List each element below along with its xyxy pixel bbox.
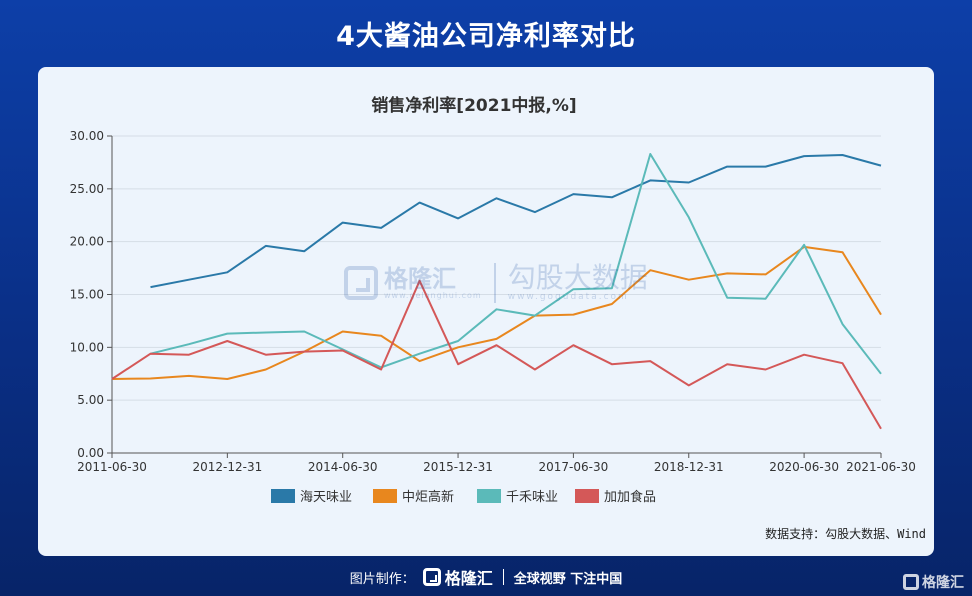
net-margin-line-chart: 销售净利率[2021中报,%] 0.00 5.00 10.00 15.00 20.00 2… (70, 95, 916, 505)
legend-swatch (477, 489, 501, 503)
data-source-note: 数据支持：勾股大数据、Wind (765, 527, 926, 541)
chart-title: 销售净利率[2021中报,%] (371, 95, 576, 116)
chart-card: 销售净利率[2021中报,%] 0.00 5.00 10.00 15.00 20.00 2… (38, 67, 934, 556)
x-tick-label: 2020-06-30 (769, 460, 839, 474)
x-tick-label: 2021-06-30 (846, 460, 916, 474)
x-tick-label: 2012-12-31 (192, 460, 262, 474)
footer-divider (502, 569, 504, 585)
y-tick-label: 15.00 (70, 288, 104, 302)
footer-brand: 格隆汇 (444, 569, 493, 588)
chart-legend: 海天味业 中炬高新 千禾味业 加加食品 (271, 489, 656, 505)
chart-series (111, 153, 882, 430)
watermark-brand: 格隆汇 (384, 264, 456, 293)
legend-swatch (271, 489, 295, 503)
footer-slogan: 全球视野 下注中国 (513, 571, 623, 587)
footer: 图片制作： 格隆汇 全球视野 下注中国 (0, 564, 972, 590)
y-tick-label: 5.00 (77, 393, 104, 407)
gogudata-watermark: 格隆汇 www.gelonghui.com 勾股大数据 www.gogudata… (344, 263, 648, 303)
gelonghui-logo-icon (344, 266, 378, 300)
series-line-2 (150, 153, 882, 375)
legend-label: 加加食品 (604, 489, 656, 505)
watermark-divider (493, 263, 496, 303)
y-tick-label: 25.00 (70, 182, 104, 196)
y-tick-label: 0.00 (77, 446, 104, 460)
gelonghui-logo-icon (422, 568, 441, 586)
legend-swatch (373, 489, 397, 503)
x-tick-label: 2017-06-30 (539, 460, 609, 474)
y-tick-label: 30.00 (70, 129, 104, 143)
corner-logo: 格隆汇 (903, 572, 964, 592)
series-line-3 (111, 279, 882, 430)
page-title: 4大酱油公司净利率对比 (336, 21, 636, 52)
series-line-1 (111, 245, 882, 380)
watermark-url-2: www.gogudata.com (507, 292, 629, 302)
x-tick-label: 2015-12-31 (423, 460, 493, 474)
footer-made-by: 图片制作： (349, 571, 415, 587)
legend-swatch (575, 489, 599, 503)
x-tick-label: 2018-12-31 (654, 460, 724, 474)
y-tick-label: 20.00 (70, 235, 104, 249)
watermark-url: www.gelonghui.com (384, 290, 482, 300)
series-line-0 (150, 154, 882, 289)
x-tick-label: 2011-06-30 (77, 460, 147, 474)
watermark-slogan: 勾股大数据 (507, 261, 648, 294)
x-tick-label: 2014-06-30 (308, 460, 378, 474)
legend-label: 海天味业 (300, 490, 352, 505)
corner-brand: 格隆汇 (922, 575, 964, 591)
chart-axes: 0.00 5.00 10.00 15.00 20.00 25.00 30.00 2011-06… (70, 129, 916, 474)
y-tick-label: 10.00 (70, 340, 104, 354)
legend-label: 中炬高新 (402, 489, 454, 505)
gelonghui-logo-icon (903, 574, 919, 590)
chart-grid (112, 135, 881, 454)
legend-label: 千禾味业 (506, 490, 558, 505)
